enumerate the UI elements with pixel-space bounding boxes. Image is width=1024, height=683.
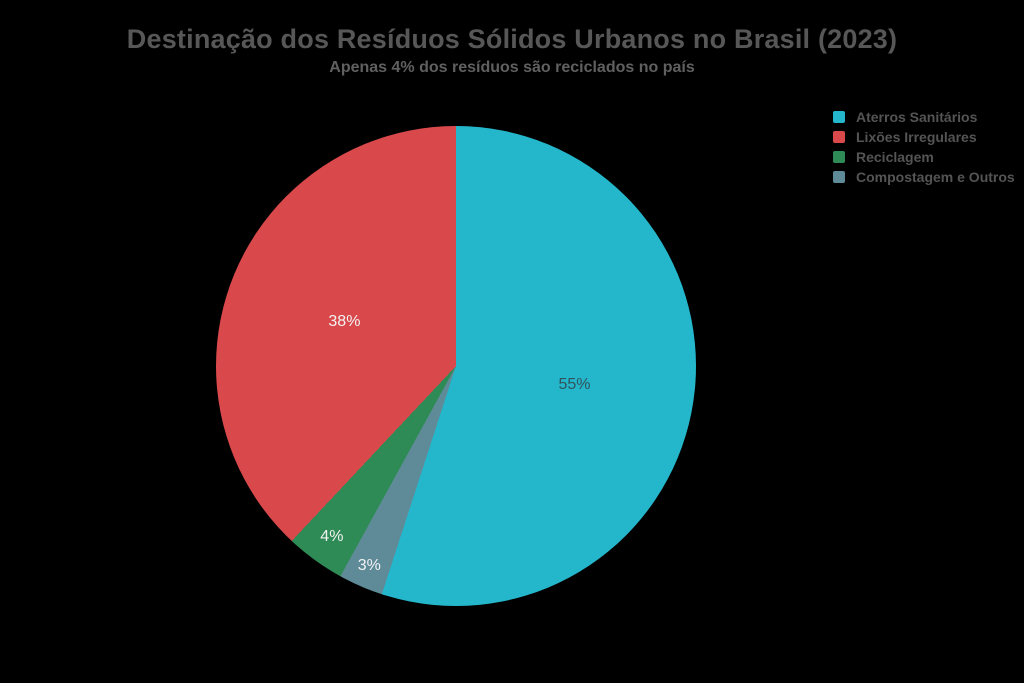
legend-item: Reciclagem (833, 149, 1015, 165)
slice-label: 3% (357, 557, 381, 575)
legend-swatch-compostagem (833, 171, 845, 183)
slice-label: 55% (558, 375, 591, 393)
legend-item: Compostagem e Outros (833, 169, 1015, 185)
legend-label-aterros: Aterros Sanitários (856, 109, 978, 125)
legend-swatch-aterros (833, 111, 845, 123)
legend-item: Lixões Irregulares (833, 129, 1015, 145)
legend-label-lixoes: Lixões Irregulares (856, 129, 977, 145)
legend-item: Aterros Sanitários (833, 109, 1015, 125)
legend-label-reciclagem: Reciclagem (856, 149, 934, 165)
slice-label: 4% (320, 527, 344, 545)
legend: Aterros Sanitários Lixões Irregulares Re… (833, 109, 1015, 185)
legend-swatch-lixoes (833, 131, 845, 143)
chart-title: Destinação dos Resíduos Sólidos Urbanos … (126, 24, 898, 54)
pie: 55% 3% 4% 38% (216, 126, 696, 606)
chart-subtitle: Apenas 4% dos resíduos são reciclados no… (329, 59, 695, 76)
legend-label-compostagem: Compostagem e Outros (856, 169, 1015, 185)
legend-swatch-reciclagem (833, 151, 845, 163)
slice-label: 38% (328, 312, 361, 330)
